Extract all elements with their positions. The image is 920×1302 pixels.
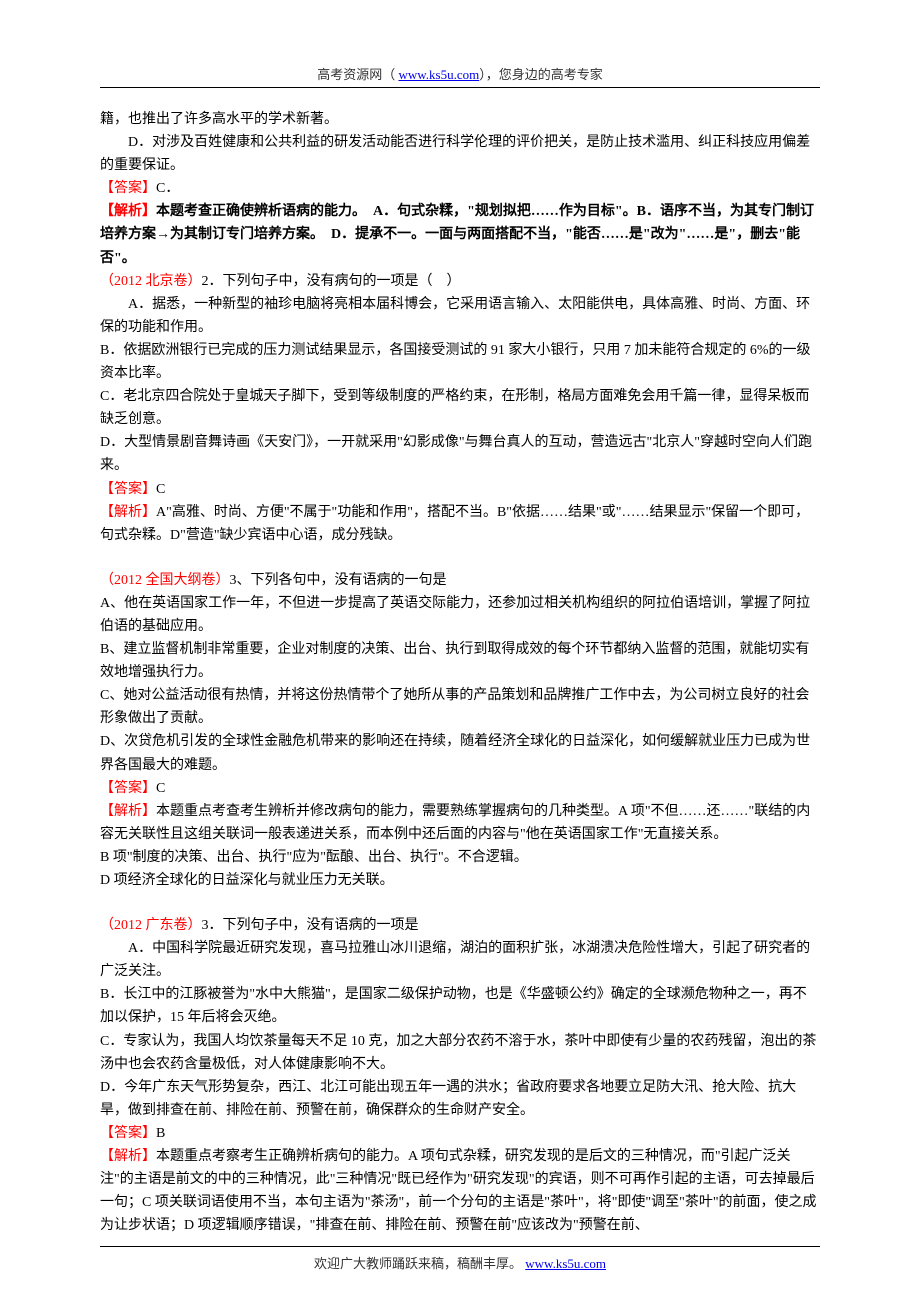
explanation-2: 【解析】A"高雅、时尚、方便"不属于"功能和作用"，搭配不当。B"依据……结果"… bbox=[100, 501, 820, 547]
footer-prefix: 欢迎广大教师踊跃来稿，稿酬丰厚。 bbox=[314, 1256, 525, 1271]
q4-option-a: A．中国科学院最近研究发现，喜马拉雅山冰川退缩，湖泊的面积扩张，冰湖溃决危险性增… bbox=[100, 937, 820, 983]
q2-option-a: A．据悉，一种新型的袖珍电脑将亮相本届科博会，它采用语言输入、太阳能供电，具体高… bbox=[100, 293, 820, 339]
explanation-label: 【解析】 bbox=[100, 505, 156, 520]
explanation-text: A"高雅、时尚、方便"不属于"功能和作用"，搭配不当。B"依据……结果"或"……… bbox=[100, 505, 809, 543]
explanation-4: 【解析】本题重点考察考生正确辨析病句的能力。A 项句式杂糅，研究发现的是后文的三… bbox=[100, 1145, 820, 1237]
footer-rule bbox=[100, 1246, 820, 1247]
q3-option-b: B、建立监督机制非常重要，企业对制度的决策、出台、执行到取得成效的每个环节都纳入… bbox=[100, 638, 820, 684]
explanation-text: 本题重点考查考生辨析并修改病句的能力，需要熟练掌握病句的几种类型。A 项"不但…… bbox=[100, 804, 810, 842]
footer-url[interactable]: www.ks5u.com bbox=[525, 1256, 606, 1271]
q3-option-c: C、她对公益活动很有热情，并将这份热情带个了她所从事的产品策划和品牌推广工作中去… bbox=[100, 684, 820, 730]
page-header: 高考资源网（ www.ks5u.com），您身边的高考专家 bbox=[100, 64, 820, 83]
explanation-label: 【解析】 bbox=[100, 204, 156, 219]
page-footer: 欢迎广大教师踊跃来稿，稿酬丰厚。 www.ks5u.com bbox=[0, 1246, 920, 1272]
explanation-label: 【解析】 bbox=[100, 1149, 156, 1164]
answer-value: B bbox=[156, 1126, 165, 1141]
explanation-3-line3: D 项经济全球化的日益深化与就业压力无关联。 bbox=[100, 869, 820, 892]
answer-4: 【答案】B bbox=[100, 1122, 820, 1145]
question-2-stem: （2012 北京卷）2．下列句子中，没有病句的一项是（ ） bbox=[100, 270, 820, 293]
question-4-stem: （2012 广东卷）3．下列句子中，没有语病的一项是 bbox=[100, 914, 820, 937]
q3-option-d: D、次贷危机引发的全球性金融危机带来的影响还在持续，随着经济全球化的日益深化，如… bbox=[100, 730, 820, 776]
answer-3: 【答案】C bbox=[100, 777, 820, 800]
stem-text: 2．下列句子中，没有病句的一项是（ ） bbox=[202, 274, 461, 289]
q2-option-d: D．大型情景剧音舞诗画《天安门》，一开就采用"幻影成像"与舞台真人的互动，营造远… bbox=[100, 431, 820, 477]
answer-label: 【答案】 bbox=[100, 1126, 156, 1141]
explanation-1: 【解析】本题考查正确使辨析语病的能力。 A．句式杂糅，"规划拟把……作为目标"。… bbox=[100, 200, 820, 269]
q4-option-c: C．专家认为，我国人均饮茶量每天不足 10 克，加之大部分农药不溶于水，茶叶中即… bbox=[100, 1030, 820, 1076]
explanation-label: 【解析】 bbox=[100, 804, 156, 819]
answer-value: C bbox=[156, 781, 165, 796]
header-suffix: ），您身边的高考专家 bbox=[479, 67, 603, 82]
answer-2: 【答案】C bbox=[100, 478, 820, 501]
answer-label: 【答案】 bbox=[100, 181, 156, 196]
q2-option-b: B．依据欧洲银行已完成的压力测试结果显示，各国接受测试的 91 家大小银行，只用… bbox=[100, 339, 820, 385]
header-prefix: 高考资源网（ bbox=[317, 67, 398, 82]
q3-option-a: A、他在英语国家工作一年，不但进一步提高了英语交际能力，还参加过相关机构组织的阿… bbox=[100, 592, 820, 638]
source-tag: （2012 北京卷） bbox=[100, 274, 202, 289]
document-body: 籍，也推出了许多高水平的学术新著。 D．对涉及百姓健康和公共利益的研发活动能否进… bbox=[100, 108, 820, 1237]
answer-label: 【答案】 bbox=[100, 781, 156, 796]
paragraph-continuation: 籍，也推出了许多高水平的学术新著。 bbox=[100, 108, 820, 131]
answer-1: 【答案】C． bbox=[100, 177, 820, 200]
spacer bbox=[100, 547, 820, 569]
source-tag: （2012 广东卷） bbox=[100, 918, 202, 933]
q4-option-d: D．今年广东天气形势复杂，西江、北江可能出现五年一遇的洪水；省政府要求各地要立足… bbox=[100, 1076, 820, 1122]
stem-text: 3．下列句子中，没有语病的一项是 bbox=[202, 918, 419, 933]
document-page: 高考资源网（ www.ks5u.com），您身边的高考专家 籍，也推出了许多高水… bbox=[0, 0, 920, 1302]
question-3-stem: （2012 全国大纲卷）3、下列各句中，没有语病的一句是 bbox=[100, 569, 820, 592]
answer-label: 【答案】 bbox=[100, 482, 156, 497]
header-rule bbox=[100, 87, 820, 88]
explanation-text: 本题重点考察考生正确辨析病句的能力。A 项句式杂糅，研究发现的是后文的三种情况，… bbox=[100, 1149, 817, 1233]
answer-value: C． bbox=[156, 181, 179, 196]
explanation-3-line1: 【解析】本题重点考查考生辨析并修改病句的能力，需要熟练掌握病句的几种类型。A 项… bbox=[100, 800, 820, 846]
spacer bbox=[100, 892, 820, 914]
stem-text: 3、下列各句中，没有语病的一句是 bbox=[230, 573, 447, 588]
explanation-3-line2: B 项"制度的决策、出台、执行"应为"酝酿、出台、执行"。不合逻辑。 bbox=[100, 846, 820, 869]
explanation-text: 本题考查正确使辨析语病的能力。 A．句式杂糅，"规划拟把……作为目标"。B．语序… bbox=[100, 204, 814, 265]
option-d-1: D．对涉及百姓健康和公共利益的研发活动能否进行科学伦理的评价把关，是防止技术滥用… bbox=[100, 131, 820, 177]
q2-option-c: C．老北京四合院处于皇城天子脚下，受到等级制度的严格约束，在形制，格局方面难免会… bbox=[100, 385, 820, 431]
header-url[interactable]: www.ks5u.com bbox=[398, 67, 479, 82]
source-tag: （2012 全国大纲卷） bbox=[100, 573, 230, 588]
answer-value: C bbox=[156, 482, 165, 497]
q4-option-b: B．长江中的江豚被誉为"水中大熊猫"，是国家二级保护动物，也是《华盛顿公约》确定… bbox=[100, 983, 820, 1029]
